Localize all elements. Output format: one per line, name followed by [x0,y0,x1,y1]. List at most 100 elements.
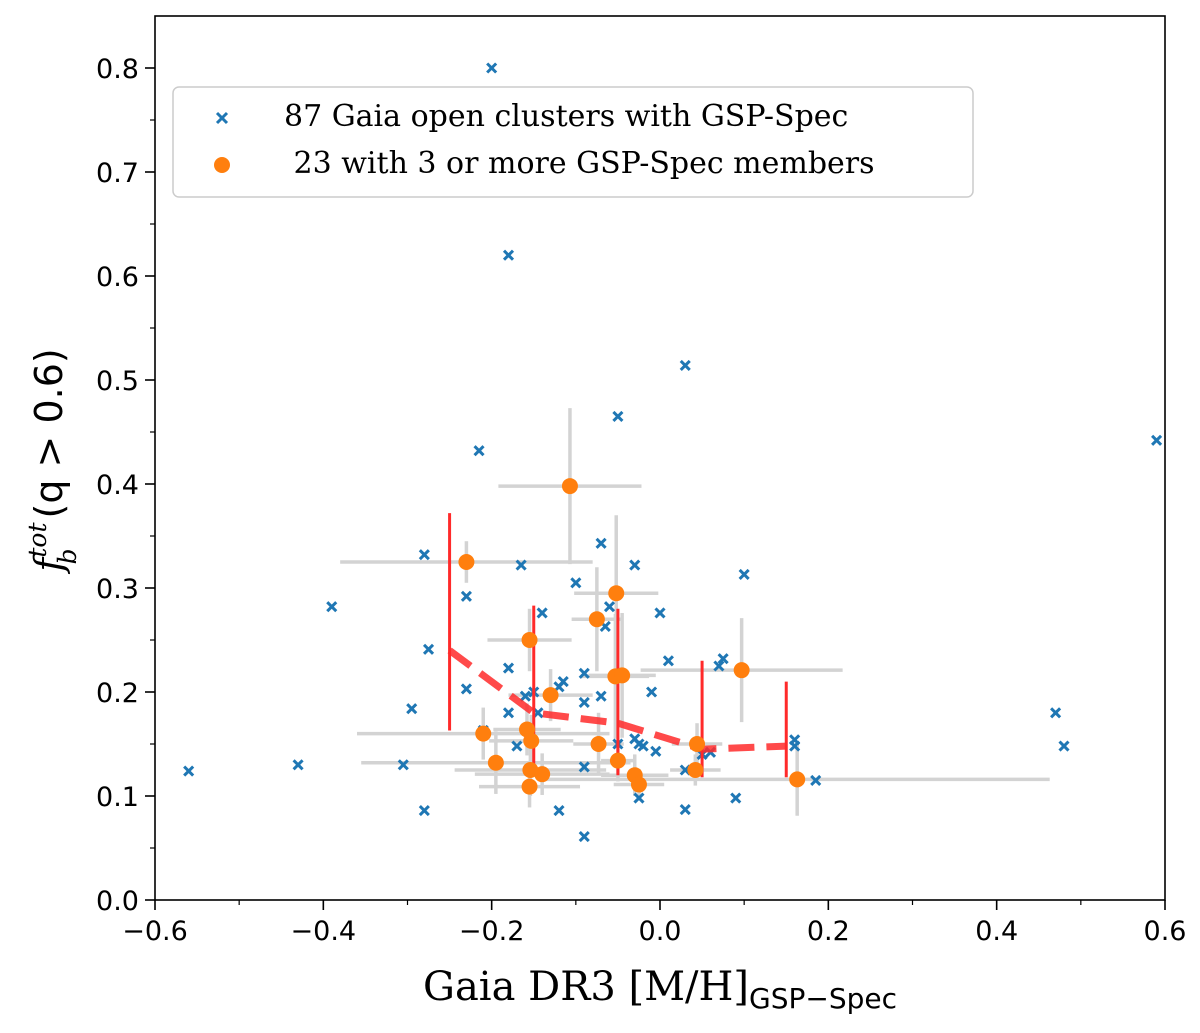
circle-point [561,478,578,495]
cross-point [570,577,582,589]
circle-point [521,778,538,795]
cross-point [738,568,750,581]
cross-point [595,690,607,702]
y-tick-label: 0.4 [96,470,139,501]
cross-point [326,601,338,613]
y-tick-label: 0.8 [96,54,139,85]
circle-point [542,687,559,704]
cross-point [486,62,498,74]
circle-point [590,736,607,752]
y-tick-label: 0.5 [96,366,139,397]
y-axis-label: ftotb(q > 0.6) [23,348,82,574]
cross-point [629,559,641,571]
x-tick-label: −0.2 [459,916,525,947]
legend-label-crosses: 87 Gaia open clusters with GSP-Spec [284,99,848,134]
cross-point [679,803,691,816]
cross-point [418,804,430,817]
x-tick-label: 0.0 [639,916,682,947]
cross-point [292,759,304,771]
errorbar-layer [340,408,1050,816]
tick-layer: −0.6 −0.4 −0.2 0.0 0.2 0.4 0.6 0.0 0.1 0.2 0.3 0.4 0… [96,54,1186,947]
legend-circle-marker [214,157,230,173]
trend-line [447,647,787,753]
y-axis-label-sub: b [53,548,82,564]
cross-point [502,707,515,719]
cross-point [595,537,607,549]
cross-point [679,359,691,372]
cross-point [1050,707,1062,719]
circle-layer [458,478,806,795]
x-axis-label: Gaia DR3 [M/H]GSP−Spec [423,964,897,1015]
x-tick-label: −0.6 [122,916,188,947]
circle-point [458,554,475,570]
circle-point [487,754,504,771]
cross-point [578,830,590,843]
cross-point [557,676,569,688]
cross-point [662,655,674,667]
cross-point [460,683,472,695]
cross-point [1058,740,1070,752]
cross-point [810,774,822,786]
x-axis-label-sub: GSP−Spec [749,982,897,1015]
y-axis-label-rest: (q > 0.6) [27,348,71,518]
cross-point [1151,434,1163,446]
circle-point [614,667,631,684]
cross-point [713,660,725,672]
circle-point [608,585,625,602]
x-axis-label-main: Gaia DR3 [M/H] [423,964,749,1010]
cross-point [502,249,515,261]
cross-point [515,559,527,571]
circle-point [609,752,626,769]
circle-point [588,611,605,628]
circle-point [733,662,750,679]
cross-point [717,653,729,665]
legend-label-circles: 23 with 3 or more GSP-Spec members [284,146,875,181]
cross-point [422,643,435,655]
cross-point [511,740,523,752]
cross-point [789,740,801,752]
circle-point [475,725,492,742]
cross-point [637,740,649,752]
cross-point [578,667,590,679]
circle-point [630,776,647,793]
circle-point [687,762,704,778]
circle-point [789,771,806,788]
cross-point [519,690,531,702]
cross-point [612,410,624,422]
cross-point [730,792,742,804]
legend-box [172,86,974,198]
cross-point [650,745,662,757]
y-axis-label-sup: tot [23,522,52,558]
y-tick-label: 0.6 [96,262,139,293]
cross-point [473,445,485,457]
y-tick-label: 0.0 [96,886,139,917]
circle-point [534,766,551,783]
cross-point [397,759,409,771]
cross-point [536,607,548,619]
y-tick-label: 0.2 [96,678,139,709]
cross-point [633,792,645,804]
legend: 87 Gaia open clusters with GSP-Spec 23 w… [172,86,974,198]
cross-point [418,549,430,561]
cross-point [183,765,195,777]
x-tick-label: 0.2 [807,916,850,947]
x-tick-label: 0.6 [1144,916,1187,947]
cross-point [502,662,515,674]
cross-point [578,761,590,773]
circle-point [521,632,538,648]
cross-point [460,590,472,602]
circle-point [689,736,706,752]
x-tick-label: 0.4 [975,916,1018,947]
cross-point [654,607,666,619]
y-tick-label: 0.7 [96,158,139,189]
x-tick-label: −0.4 [291,916,357,947]
legend-cross-marker [215,111,229,125]
circle-point [523,732,540,749]
cross-point [406,703,418,715]
cross-point [646,686,658,698]
y-tick-label: 0.1 [96,782,139,813]
cross-point [578,696,590,708]
y-tick-label: 0.3 [96,574,139,605]
cross-point [603,601,616,613]
